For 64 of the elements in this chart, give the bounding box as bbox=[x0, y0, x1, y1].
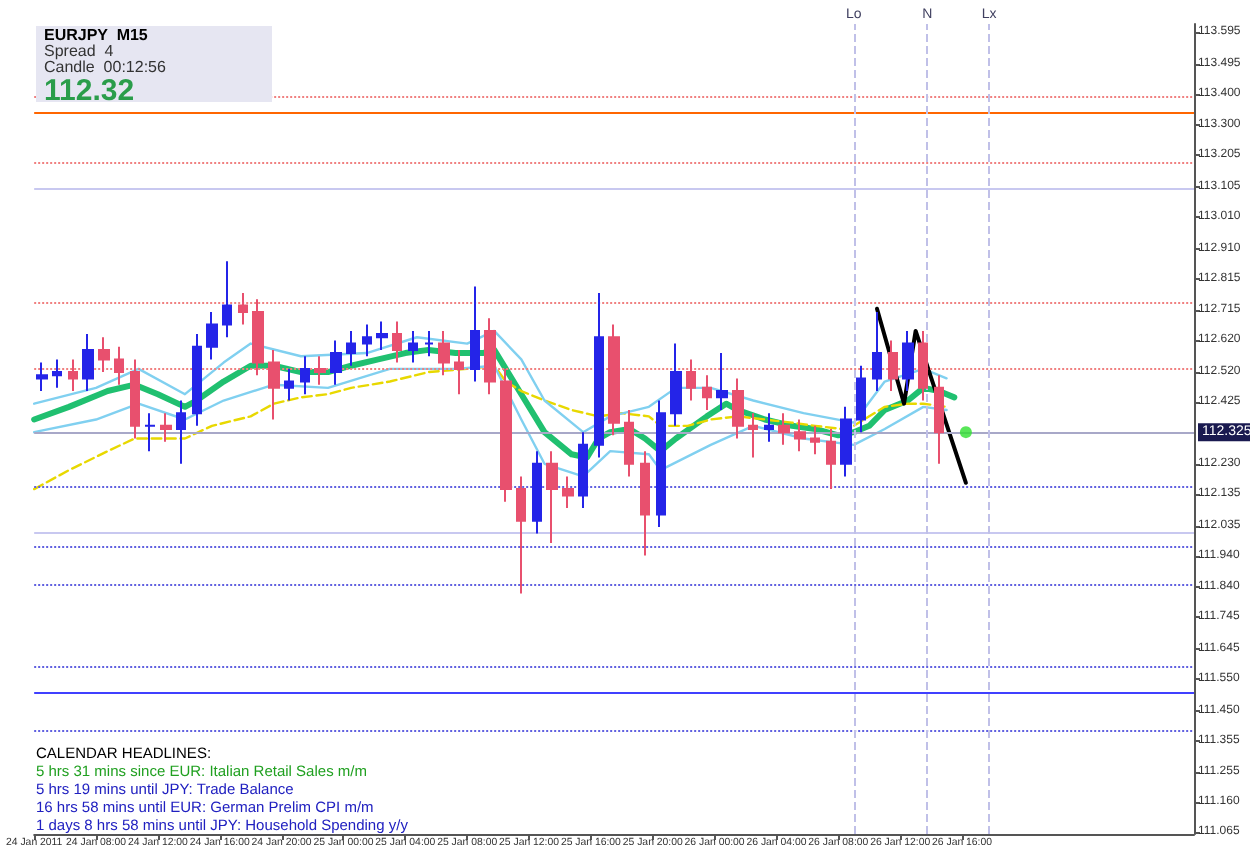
candlestick bbox=[516, 475, 526, 595]
candlestick bbox=[624, 409, 634, 478]
candlestick bbox=[470, 285, 480, 383]
candlestick bbox=[656, 399, 666, 529]
candlestick bbox=[268, 348, 280, 421]
candlestick bbox=[562, 475, 574, 510]
candlestick bbox=[252, 298, 264, 377]
candlestick bbox=[346, 329, 356, 367]
annotation: Candle 00:12:56 bbox=[44, 58, 168, 76]
candlestick bbox=[98, 336, 110, 374]
candlestick bbox=[794, 418, 806, 453]
candlestick bbox=[408, 329, 418, 364]
candlestick bbox=[764, 412, 774, 443]
candlestick bbox=[546, 450, 558, 544]
candlestick bbox=[52, 358, 62, 389]
candlestick bbox=[284, 367, 294, 402]
annotation: Spread 4 bbox=[44, 42, 116, 60]
candlestick bbox=[376, 320, 388, 351]
candlestick bbox=[888, 339, 898, 393]
candlestick bbox=[392, 320, 402, 364]
candlestick bbox=[424, 329, 434, 358]
candlestick bbox=[238, 291, 248, 326]
candlestick bbox=[840, 405, 852, 478]
candlestick bbox=[314, 355, 326, 386]
candlestick bbox=[826, 428, 836, 491]
candlestick bbox=[872, 310, 882, 393]
candlestick bbox=[160, 412, 172, 443]
candlestick bbox=[500, 367, 512, 503]
annotation: 112.32 bbox=[44, 74, 137, 108]
candlestick bbox=[702, 374, 712, 412]
candlestick bbox=[594, 291, 604, 459]
candlestick bbox=[206, 310, 218, 361]
candlestick bbox=[484, 317, 496, 396]
candlestick bbox=[438, 329, 450, 377]
candlestick bbox=[918, 329, 928, 402]
candlestick bbox=[532, 450, 542, 535]
candlestick bbox=[748, 412, 758, 459]
candlestick bbox=[330, 339, 342, 386]
candlestick bbox=[362, 323, 372, 358]
candlestick bbox=[608, 323, 620, 437]
candlestick bbox=[686, 358, 696, 402]
candlestick bbox=[902, 329, 914, 393]
candlestick bbox=[578, 431, 588, 510]
candlestick bbox=[68, 358, 78, 393]
candlestick bbox=[716, 352, 728, 412]
chart-title: EURJPY M15 bbox=[44, 26, 150, 44]
candlestick bbox=[670, 342, 682, 427]
candlestick bbox=[454, 348, 464, 396]
candlestick bbox=[144, 412, 156, 453]
candlestick bbox=[778, 412, 790, 446]
candlestick bbox=[300, 355, 310, 396]
candlestick bbox=[856, 364, 866, 434]
candlestick bbox=[934, 374, 944, 465]
candlestick bbox=[82, 333, 94, 393]
candlestick bbox=[192, 333, 202, 427]
candlestick bbox=[222, 260, 232, 339]
candlestick bbox=[810, 424, 820, 456]
candlestick bbox=[130, 358, 140, 440]
candlestick bbox=[114, 345, 124, 386]
candlestick bbox=[732, 377, 744, 440]
line-series bbox=[32, 329, 948, 434]
candlestick bbox=[640, 450, 650, 557]
candlestick bbox=[176, 399, 186, 465]
candlestick bbox=[36, 361, 48, 393]
